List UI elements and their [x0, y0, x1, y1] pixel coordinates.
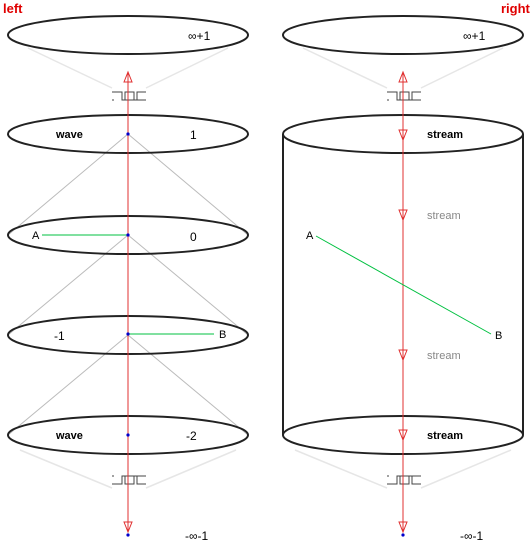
bottom-cone-line-right [145, 449, 237, 489]
bottom-label: -∞-1 [460, 529, 484, 543]
level-minus2-name: wave [55, 430, 83, 442]
bottom-point [401, 533, 405, 537]
level-1-name: wave [55, 129, 83, 141]
left-panel: left [3, 1, 249, 543]
left-panel-title: left [3, 1, 23, 16]
level-points [126, 132, 130, 537]
bottom-label: -∞-1 [185, 529, 209, 543]
point-a-label: A [306, 230, 314, 242]
path-a-b [315, 235, 492, 335]
top-ellipse [282, 15, 524, 55]
top-ellipse [7, 15, 249, 55]
level-1-value: 1 [190, 128, 197, 142]
level-minus2-value: -2 [186, 429, 197, 443]
stream-mid-2-label: stream [427, 350, 461, 362]
point-a-label: A [32, 230, 40, 242]
step-symbol-bottom [386, 475, 422, 485]
top-cone-line-right [420, 47, 504, 89]
top-cone-line-right [145, 47, 229, 89]
cone-lines [7, 133, 249, 436]
top-label: ∞+1 [463, 29, 486, 43]
point-b-label: B [219, 329, 226, 341]
step-symbol-top [386, 91, 422, 101]
stream-mid-1-label: stream [427, 210, 461, 222]
flow-arrows [398, 129, 408, 442]
bottom-cone-line-left [294, 449, 388, 489]
top-cone-line-left [27, 47, 113, 89]
axis-up-arrow [123, 70, 133, 83]
level-minus1-value: -1 [54, 329, 65, 343]
step-symbol-bottom [111, 475, 147, 485]
stream-top-label: stream [427, 129, 463, 141]
right-panel-title: right [501, 1, 531, 16]
level-0-value: 0 [190, 230, 197, 244]
stream-bottom-label: stream [427, 430, 463, 442]
axis-down-arrow [123, 521, 133, 534]
point-b-label: B [495, 330, 502, 342]
top-label: ∞+1 [188, 29, 211, 43]
step-symbol-top [111, 91, 147, 101]
bottom-cone-line-left [19, 449, 113, 489]
axis-up-arrow [398, 70, 408, 83]
axis-down-arrow [398, 521, 408, 534]
top-cone-line-left [302, 47, 388, 89]
right-panel: right ∞+1 stream stream A [282, 1, 531, 543]
bottom-cone-line-right [420, 449, 512, 489]
